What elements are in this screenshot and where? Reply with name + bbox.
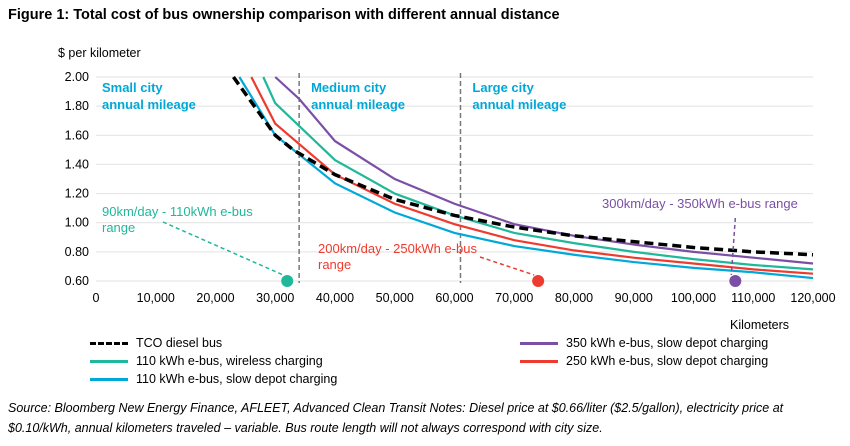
legend-label: TCO diesel bus bbox=[136, 336, 223, 350]
x-tick-label: 0 bbox=[93, 291, 100, 305]
legend-item-diesel: TCO diesel bus bbox=[90, 336, 222, 350]
legend-swatch bbox=[520, 341, 558, 345]
x-tick-label: 10,000 bbox=[137, 291, 175, 305]
series-line bbox=[250, 76, 814, 275]
legend-label: 250 kWh e-bus, slow depot charging bbox=[566, 354, 769, 368]
legend-label: 110 kWh e-bus, slow depot charging bbox=[136, 372, 338, 386]
x-tick-label: 120,000 bbox=[790, 291, 835, 305]
x-tick-label: 40,000 bbox=[316, 291, 354, 305]
range-point bbox=[729, 275, 742, 287]
annotation-text: 200km/day - 250kWh e-bus bbox=[318, 241, 477, 256]
x-tick-label: 50,000 bbox=[376, 291, 414, 305]
x-tick-label: 30,000 bbox=[256, 291, 294, 305]
annotation-text: range bbox=[318, 257, 351, 272]
x-tick-label: 60,000 bbox=[435, 291, 473, 305]
y-tick-label: 1.80 bbox=[65, 99, 89, 113]
y-axis-label: $ per kilometer bbox=[58, 46, 141, 60]
annotation-arrow bbox=[730, 217, 737, 276]
x-tick-label: 110,000 bbox=[731, 291, 775, 305]
region-label: annual mileage bbox=[102, 97, 196, 112]
series-line bbox=[238, 76, 814, 280]
range-point bbox=[532, 275, 545, 287]
series-line bbox=[262, 76, 814, 271]
region-label: annual mileage bbox=[311, 97, 405, 112]
annotation-text: 90km/day - 110kWh e-bus bbox=[102, 204, 253, 219]
region-label: annual mileage bbox=[472, 97, 566, 112]
annotation-text: range bbox=[102, 220, 135, 235]
x-tick-label: 90,000 bbox=[615, 291, 653, 305]
series-line bbox=[232, 75, 814, 257]
y-tick-label: 0.80 bbox=[65, 245, 89, 259]
legend-swatch bbox=[90, 377, 128, 381]
legend-item-110-depot: 110 kWh e-bus, slow depot charging bbox=[90, 372, 337, 386]
x-tick-label: 20,000 bbox=[196, 291, 234, 305]
region-label: Medium city bbox=[311, 80, 387, 95]
series-line bbox=[274, 76, 814, 265]
y-tick-label: 1.40 bbox=[65, 157, 89, 171]
annotation-arrow bbox=[162, 221, 284, 276]
x-tick-label: 100,000 bbox=[671, 291, 716, 305]
legend-swatch bbox=[90, 341, 128, 345]
x-tick-label: 80,000 bbox=[555, 291, 593, 305]
legend-label: 110 kWh e-bus, wireless charging bbox=[136, 354, 323, 368]
legend-item-110-wireless: 110 kWh e-bus, wireless charging bbox=[90, 354, 323, 368]
annotation-text: 300km/day - 350kWh e-bus range bbox=[602, 196, 798, 211]
y-tick-label: 2.00 bbox=[65, 70, 89, 84]
y-tick-label: 0.60 bbox=[65, 274, 89, 288]
line-chart: 0.60 0.80 1.00 1.20 1.40 1.60 1.80 2.00 0 10,000 2… bbox=[65, 70, 836, 305]
chart-title: Figure 1: Total cost of bus ownership co… bbox=[8, 7, 560, 23]
legend-item-250-depot: 250 kWh e-bus, slow depot charging bbox=[520, 354, 768, 368]
x-axis-label: Kilometers bbox=[730, 318, 790, 332]
legend-item-350-depot: 350 kWh e-bus, slow depot charging bbox=[520, 336, 768, 350]
x-tick-label: 70,000 bbox=[495, 291, 533, 305]
legend-swatch bbox=[520, 359, 558, 363]
y-tick-label: 1.00 bbox=[65, 216, 89, 230]
y-tick-label: 1.60 bbox=[65, 128, 89, 142]
range-point bbox=[281, 275, 294, 287]
y-tick-label: 1.20 bbox=[65, 187, 89, 201]
legend-label: 350 kWh e-bus, slow depot charging bbox=[566, 336, 769, 350]
annotation-arrow bbox=[479, 256, 535, 276]
region-label: Small city bbox=[102, 80, 163, 95]
legend-swatch bbox=[90, 359, 128, 363]
source-note: Source: Bloomberg New Energy Finance, AF… bbox=[8, 401, 784, 435]
region-label: Large city bbox=[472, 80, 534, 95]
